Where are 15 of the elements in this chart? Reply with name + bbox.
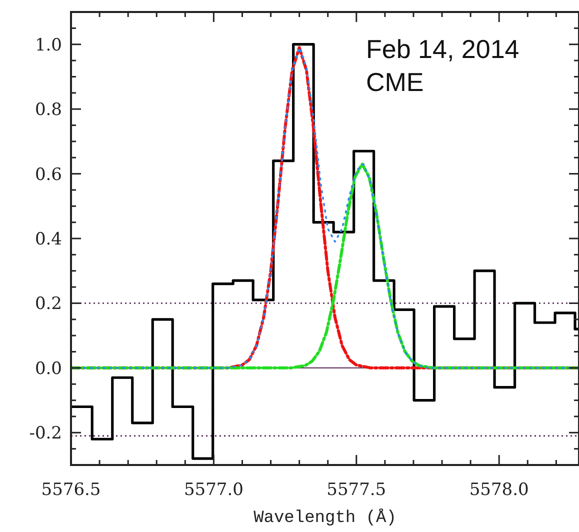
x-tick-label: 5576.5 — [41, 480, 101, 500]
y-tick-label: 0.0 — [34, 358, 62, 379]
line-series — [71, 162, 579, 370]
y-tick-label: 0.8 — [34, 100, 62, 120]
x-tick-label: 5578.0 — [469, 480, 529, 500]
y-tick-label: 0.4 — [34, 230, 62, 250]
y-tick-label: 1.0 — [34, 35, 62, 56]
y-tick-label: -0.2 — [29, 424, 62, 444]
y-tick-label: 0.2 — [34, 294, 62, 314]
annotation: Feb 14, 2014 — [366, 34, 520, 64]
x-axis-title: Wavelength (Å) — [254, 508, 396, 528]
x-tick-label: 5577.0 — [184, 480, 244, 500]
annotation: CME — [366, 67, 424, 97]
y-tick-label: 0.6 — [34, 164, 62, 185]
x-tick-label: 5577.5 — [326, 480, 386, 500]
